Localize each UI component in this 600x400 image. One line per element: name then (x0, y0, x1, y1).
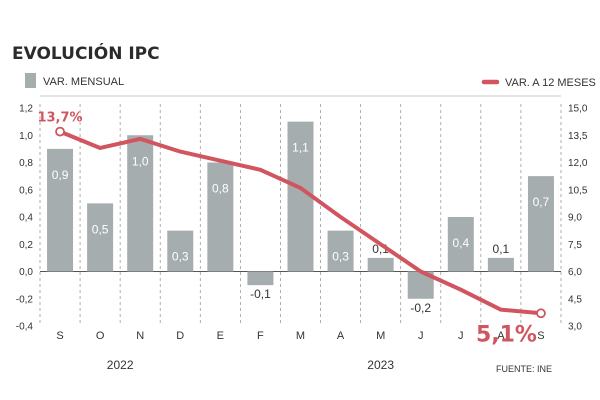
right-tick-label: 15,0 (568, 104, 588, 115)
bar-value-label: 0,5 (92, 222, 109, 236)
bar-value-label: -0,1 (250, 287, 271, 301)
bar-value-label: 0,9 (52, 168, 69, 182)
bar-value-label: 0,3 (332, 250, 349, 264)
bar (247, 271, 274, 286)
right-tick-label: 10,5 (568, 185, 588, 196)
right-tick-label: 4,5 (568, 294, 582, 305)
x-tick-label: A (337, 330, 345, 342)
line-end-label: 5,1% (476, 322, 537, 347)
left-tick-label: 0,4 (19, 213, 33, 224)
legend-bar-label: VAR. MENSUAL (43, 76, 124, 88)
legend-line-label: VAR. A 12 MESES (505, 77, 596, 89)
bar-value-label: 0,7 (533, 195, 550, 209)
bar (447, 217, 474, 272)
bar-value-label: -0,2 (410, 301, 431, 315)
left-tick-label: 1,0 (19, 131, 33, 142)
right-tick-label: 7,5 (568, 240, 582, 251)
bar (487, 257, 514, 272)
line-start-marker (55, 126, 65, 137)
x-tick-label: F (257, 330, 264, 342)
right-axis-labels: 15,0 13,5 12,0 10,5 9,0 7,5 6,0 4,5 3,0 (568, 104, 588, 333)
year-label: 2022 (107, 358, 134, 372)
line-start-label: 13,7% (37, 111, 82, 126)
left-tick-label: 0,8 (19, 158, 33, 169)
year-label: 2023 (367, 358, 394, 372)
left-tick-label: 0,6 (19, 185, 33, 196)
line-end-marker (536, 308, 546, 319)
bar (327, 230, 354, 272)
x-tick-label: N (136, 330, 144, 342)
x-tick-label: J (418, 330, 424, 342)
bar (527, 176, 554, 272)
right-tick-label: 3,0 (568, 322, 582, 333)
bar-value-label: 0,1 (493, 242, 510, 256)
bar-value-label: 0,4 (452, 236, 469, 250)
x-tick-label: O (96, 330, 105, 342)
x-tick-label: D (176, 330, 184, 342)
bar (47, 148, 74, 272)
bar (367, 257, 394, 272)
right-tick-label: 6,0 (568, 267, 582, 278)
line-series: 13,7% 5,1% (37, 111, 546, 347)
legend-bar-swatch (25, 73, 36, 88)
line-12-month (58, 129, 543, 316)
bar (207, 162, 234, 272)
bar-labels: 0,90,51,00,30,8-0,11,10,30,1-0,20,4 0,10,… (52, 141, 550, 315)
left-tick-label: -0,4 (16, 322, 34, 333)
left-tick-label: 1,2 (19, 104, 33, 115)
bar (87, 203, 114, 272)
left-axis-labels: 1,2 1,0 0,8 0,6 0,4 0,2 0,0 -0,2 -0,4 (16, 104, 34, 333)
bar (127, 135, 154, 272)
chart-title: EVOLUCIÓN IPC (12, 42, 160, 64)
left-tick-label: 0,0 (19, 267, 33, 278)
bar (167, 230, 194, 272)
x-tick-label: M (376, 330, 385, 342)
left-tick-label: -0,2 (16, 294, 34, 305)
x-tick-label: M (296, 330, 305, 342)
year-labels: 2022 2023 (107, 358, 395, 372)
source-note: FUENTE: INE (496, 364, 552, 374)
bar-value-label: 1,0 (132, 154, 149, 168)
right-tick-label: 12,0 (568, 158, 588, 169)
left-tick-label: 0,2 (19, 240, 33, 251)
bar-value-label: 0,8 (212, 182, 229, 196)
x-tick-label: S (56, 330, 63, 342)
bar-value-label: 1,1 (292, 141, 309, 155)
x-tick-label: A (497, 330, 505, 342)
right-tick-label: 13,5 (568, 131, 588, 142)
x-tick-label: E (217, 330, 224, 342)
right-tick-label: 9,0 (568, 213, 582, 224)
x-tick-label: J (458, 330, 464, 342)
x-tick-label: S (537, 330, 544, 342)
bar-value-label: 0,3 (172, 250, 189, 264)
